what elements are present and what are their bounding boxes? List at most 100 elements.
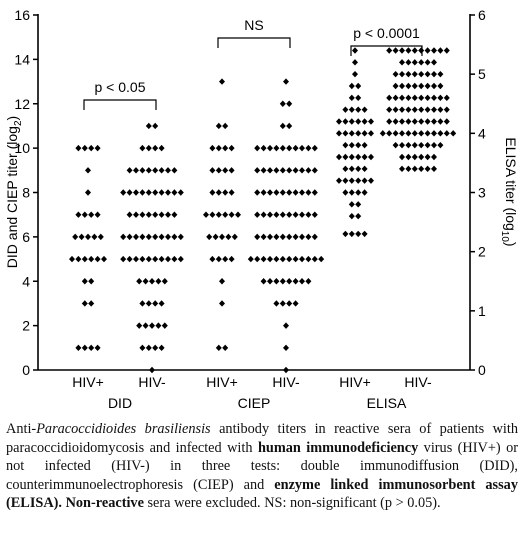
dot (133, 189, 139, 196)
dot (292, 233, 299, 241)
dot (142, 322, 149, 329)
dot (133, 255, 139, 263)
dot (286, 144, 293, 152)
dot (126, 233, 133, 241)
dot (171, 189, 178, 196)
dot (152, 300, 159, 307)
dot (411, 94, 418, 102)
dot (228, 189, 235, 196)
dot (219, 300, 225, 307)
dot (418, 70, 425, 78)
dot (299, 255, 305, 263)
dot (161, 278, 168, 285)
dot (219, 78, 225, 85)
dot (209, 189, 216, 196)
dot (399, 141, 405, 149)
dot (152, 189, 159, 196)
dot (305, 211, 312, 218)
dot (145, 189, 152, 196)
dot (139, 189, 146, 196)
dot (399, 94, 405, 102)
dot (418, 94, 425, 102)
dot (348, 177, 355, 184)
dot (145, 255, 152, 263)
x-tick-label: HIV+ (339, 374, 371, 390)
dot (219, 278, 225, 285)
dot (342, 230, 349, 238)
dot (75, 344, 82, 352)
dot (145, 300, 152, 307)
dot (311, 144, 318, 152)
dot (424, 59, 431, 66)
dot (399, 165, 405, 173)
y-tick-label: 16 (14, 7, 30, 23)
dot (260, 189, 267, 196)
dot (286, 167, 293, 174)
dot (405, 106, 412, 113)
dot (139, 144, 146, 152)
dot (411, 153, 418, 161)
dot (215, 122, 222, 130)
dot (286, 100, 293, 107)
dot (348, 94, 355, 102)
dot (142, 278, 149, 285)
x-tick-label: HIV- (138, 374, 166, 390)
dot (405, 70, 412, 78)
dot (431, 118, 437, 125)
y-tick-label: 12 (14, 96, 30, 112)
dot (88, 300, 95, 307)
dot (311, 167, 318, 174)
y-tick-label: 6 (22, 229, 30, 245)
dot (101, 255, 107, 263)
dot (286, 300, 293, 307)
dot (81, 211, 88, 218)
dot (405, 94, 412, 102)
dot (149, 322, 155, 329)
y-tick-label: 0 (22, 362, 30, 378)
dot (171, 167, 178, 174)
dot (283, 344, 289, 352)
dot (361, 153, 368, 161)
dot (286, 211, 293, 218)
dot (267, 278, 273, 285)
dot (418, 59, 425, 66)
dot (267, 211, 273, 218)
y-tick-label: 2 (22, 318, 30, 334)
y2-tick-label: 0 (478, 362, 486, 378)
dot (348, 212, 355, 220)
dot (254, 167, 261, 174)
annotation: p < 0.0001 (353, 25, 420, 41)
dot (418, 106, 425, 113)
dot (75, 255, 82, 263)
dot (342, 189, 349, 196)
dot (165, 255, 171, 263)
dot (273, 167, 280, 174)
group-label: CIEP (238, 395, 271, 411)
dot (355, 94, 362, 102)
dot (260, 255, 267, 263)
dot (133, 167, 139, 174)
y-tick-label: 10 (14, 140, 30, 156)
dot (405, 59, 412, 66)
dot (120, 189, 127, 196)
dot (235, 211, 241, 218)
dot (126, 211, 133, 218)
dot (292, 255, 299, 263)
dot (158, 255, 165, 263)
dot (424, 47, 431, 54)
dot (392, 130, 399, 137)
dot (219, 233, 225, 241)
dot (411, 70, 418, 78)
dot (305, 189, 312, 196)
dot (411, 165, 418, 173)
dot (355, 106, 362, 113)
dot (399, 70, 405, 78)
dot (222, 344, 229, 352)
dot (283, 322, 289, 329)
dot (411, 106, 418, 113)
dot (81, 255, 88, 263)
dot (215, 211, 222, 218)
dot (361, 141, 368, 149)
dot (267, 189, 273, 196)
dot (392, 94, 399, 102)
